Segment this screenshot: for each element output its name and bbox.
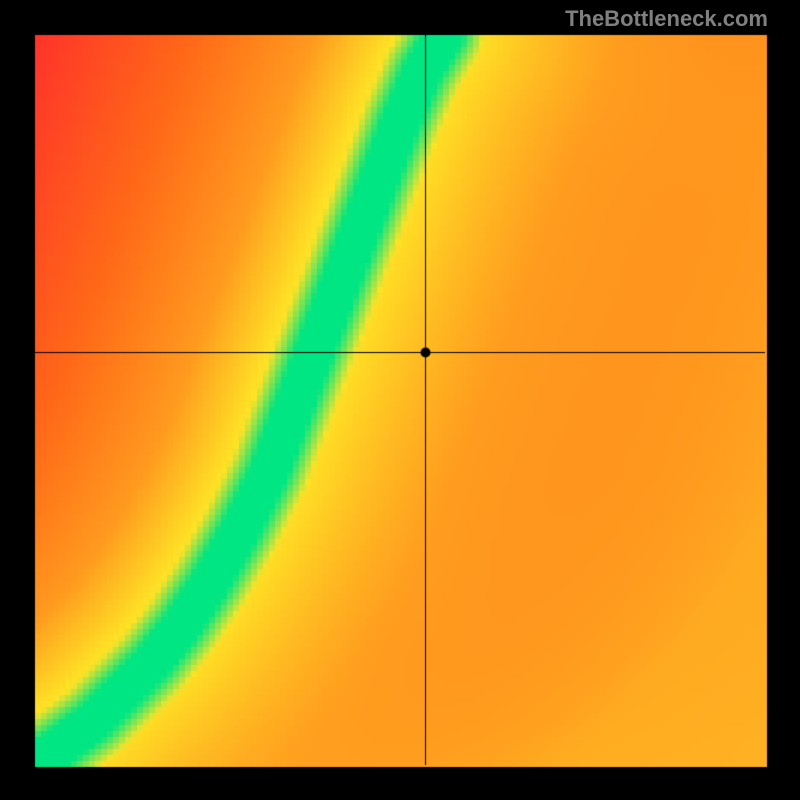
heatmap-canvas <box>0 0 800 800</box>
chart-container: TheBottleneck.com <box>0 0 800 800</box>
